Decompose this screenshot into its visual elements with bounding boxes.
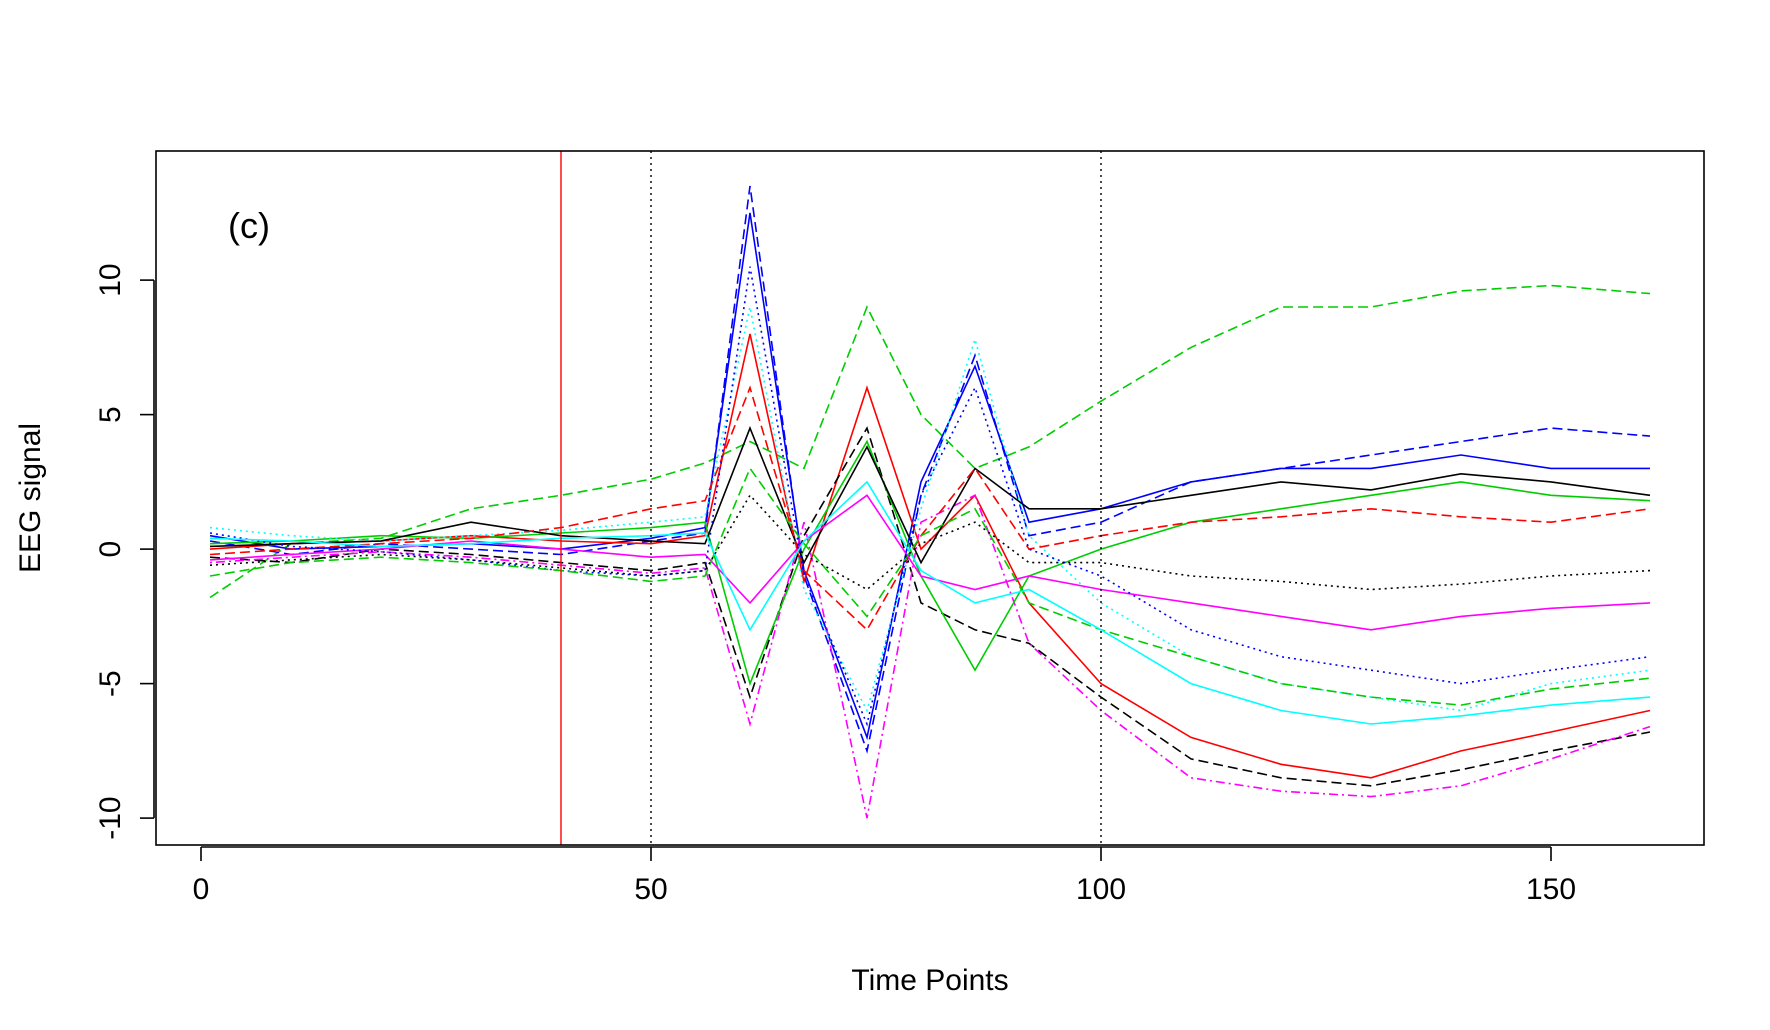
series-line-14 <box>209 480 1651 725</box>
y-tick-label-5: 5 <box>94 406 127 423</box>
series-line-2 <box>209 185 1651 754</box>
series-line-12 <box>209 266 1651 727</box>
reference-lines <box>560 151 1102 845</box>
x-tick-label-150: 150 <box>1526 873 1576 906</box>
series-line-8 <box>209 306 1651 713</box>
x-tick-label-100: 100 <box>1076 873 1126 906</box>
y-tick-label-0: 0 <box>94 541 127 558</box>
x-tick-label-50: 50 <box>634 873 667 906</box>
y-tick-label--5: -5 <box>94 670 127 697</box>
x-axis-label: Time Points <box>851 964 1008 997</box>
series-line-9 <box>209 425 1651 565</box>
y-axis-label: EEG signal <box>14 423 47 573</box>
panel-label: (c) <box>228 205 270 246</box>
series-line-13 <box>209 466 1651 706</box>
axes: 0 50 100 150 -10 -5 0 5 10 <box>94 263 1576 906</box>
y-tick-label-10: 10 <box>94 263 127 296</box>
series-line-5 <box>209 426 1651 787</box>
series-line-6 <box>209 494 1651 819</box>
y-tick-label--10: -10 <box>94 796 127 839</box>
series-line-15 <box>209 493 1651 591</box>
series-layer <box>209 185 1651 819</box>
series-line-3 <box>209 212 1650 741</box>
series-line-7 <box>209 439 1651 687</box>
x-tick-label-0: 0 <box>193 873 210 906</box>
series-line-11 <box>209 494 1651 631</box>
plot-frame <box>155 150 1705 846</box>
series-line-1 <box>209 284 1651 599</box>
series-line-10 <box>209 385 1651 632</box>
